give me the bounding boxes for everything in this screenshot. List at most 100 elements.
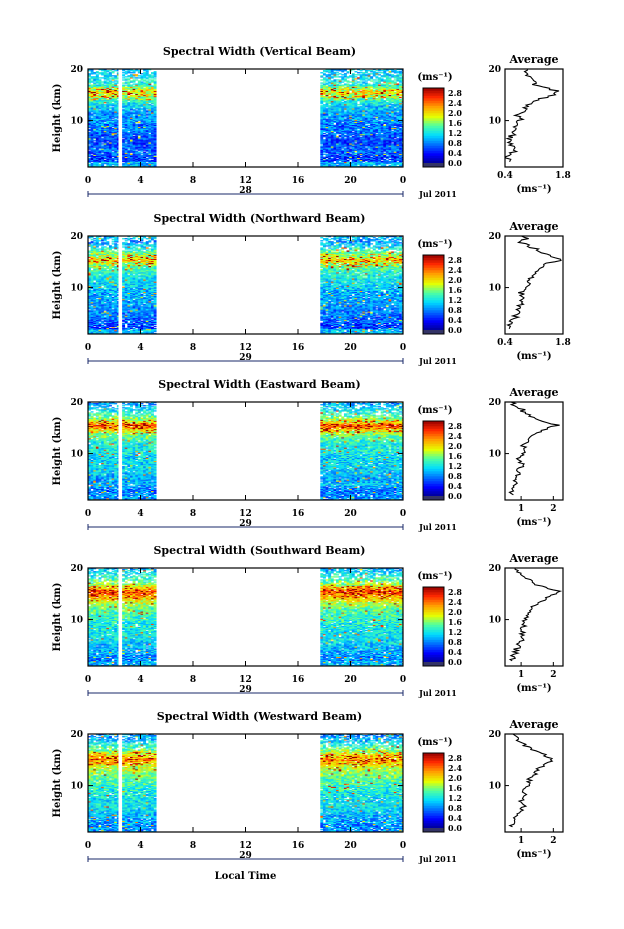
heatmap-cell bbox=[143, 113, 147, 115]
heatmap-cell bbox=[328, 147, 332, 149]
heatmap-cell bbox=[124, 89, 128, 91]
heatmap-cell bbox=[359, 159, 363, 162]
heatmap-cell bbox=[151, 96, 154, 99]
heatmap-cell bbox=[343, 123, 347, 125]
heatmap-cell bbox=[90, 106, 94, 108]
heatmap-cell bbox=[140, 143, 144, 145]
heatmap-cell bbox=[106, 111, 110, 113]
heatmap-cell bbox=[333, 135, 337, 137]
heatmap-cell bbox=[95, 102, 99, 104]
heatmap-cell bbox=[328, 87, 332, 89]
heatmap-cell bbox=[98, 153, 102, 155]
heatmap-cell bbox=[143, 110, 147, 112]
heatmap-cell bbox=[370, 80, 374, 82]
heatmap-cell bbox=[320, 137, 324, 139]
heatmap-cell bbox=[153, 111, 157, 113]
heatmap-cell bbox=[148, 157, 152, 160]
heatmap-cell bbox=[114, 130, 118, 133]
heatmap-cell bbox=[153, 147, 157, 149]
heatmap-cell bbox=[320, 140, 324, 142]
heatmap-cell bbox=[362, 120, 366, 122]
heatmap-cell bbox=[145, 139, 149, 141]
heatmap-cell bbox=[330, 142, 334, 144]
heatmap-cell bbox=[325, 156, 329, 159]
heatmap-cell bbox=[336, 117, 339, 119]
heatmap-cell bbox=[328, 140, 332, 142]
heatmap-cell bbox=[325, 113, 329, 115]
heatmap-cell bbox=[362, 143, 366, 145]
heatmap-cell bbox=[130, 158, 133, 161]
heatmap-cell bbox=[137, 149, 141, 151]
heatmap-cell bbox=[140, 99, 144, 102]
heatmap-cell bbox=[101, 138, 105, 140]
heatmap-cell bbox=[93, 140, 97, 142]
heatmap-cell bbox=[127, 135, 131, 137]
heatmap-cell bbox=[151, 93, 154, 96]
heatmap-cell bbox=[153, 109, 157, 111]
heatmap-cell bbox=[341, 140, 345, 142]
heatmap-cell bbox=[116, 138, 119, 140]
heatmap-cell bbox=[90, 92, 94, 95]
heatmap-cell bbox=[364, 124, 368, 127]
heatmap-cell bbox=[109, 88, 112, 90]
heatmap-cell bbox=[132, 72, 136, 74]
heatmap-cell bbox=[143, 156, 147, 159]
heatmap-cell bbox=[135, 155, 139, 157]
heatmap-cell bbox=[106, 119, 110, 121]
heatmap-cell bbox=[145, 107, 149, 109]
heatmap-cell bbox=[109, 152, 112, 154]
heatmap-cell bbox=[325, 89, 329, 91]
heatmap-cell bbox=[330, 99, 334, 102]
heatmap-cell bbox=[130, 147, 133, 149]
heatmap-cell bbox=[111, 151, 115, 153]
heatmap-cell bbox=[103, 74, 107, 76]
heatmap-cell bbox=[148, 95, 152, 98]
heatmap-cell bbox=[109, 82, 112, 84]
heatmap-cell bbox=[320, 88, 324, 90]
heatmap-cell bbox=[93, 135, 97, 137]
heatmap-cell bbox=[148, 105, 152, 107]
heatmap-cell bbox=[320, 117, 324, 119]
heatmap-cell bbox=[124, 158, 128, 161]
heatmap-cell bbox=[385, 155, 389, 157]
heatmap-cell bbox=[341, 138, 345, 140]
heatmap-cell bbox=[90, 149, 94, 151]
heatmap-cell bbox=[362, 138, 366, 140]
heatmap-cell bbox=[354, 116, 358, 118]
heatmap-cell bbox=[359, 79, 363, 81]
heatmap-cell bbox=[328, 99, 332, 102]
heatmap-cell bbox=[357, 110, 360, 112]
heatmap-cell bbox=[132, 154, 136, 156]
heatmap-cell bbox=[338, 94, 342, 97]
heatmap-cell bbox=[114, 142, 118, 144]
heatmap-cell bbox=[343, 159, 347, 162]
heatmap-cell bbox=[101, 107, 105, 109]
heatmap-cell bbox=[127, 131, 131, 134]
heatmap-cell bbox=[137, 148, 141, 150]
heatmap-cell bbox=[351, 108, 355, 110]
heatmap-cell bbox=[320, 90, 324, 92]
heatmap-cell bbox=[148, 139, 152, 141]
heatmap-cell bbox=[116, 139, 119, 141]
heatmap-cell bbox=[109, 135, 112, 137]
heatmap-cell bbox=[109, 76, 112, 78]
heatmap-cell bbox=[322, 90, 326, 92]
heatmap-cell bbox=[359, 125, 363, 128]
heatmap-cell bbox=[90, 100, 94, 103]
heatmap-cell bbox=[98, 97, 102, 100]
heatmap-cell bbox=[127, 116, 131, 118]
heatmap-cell bbox=[90, 129, 94, 132]
heatmap-cell bbox=[135, 147, 139, 149]
heatmap-cell bbox=[333, 119, 337, 121]
heatmap-cell bbox=[137, 102, 141, 104]
heatmap-cell bbox=[333, 148, 337, 150]
heatmap-cell bbox=[111, 103, 115, 105]
heatmap-cell bbox=[343, 109, 347, 111]
heatmap-cell bbox=[101, 143, 105, 145]
heatmap-cell bbox=[127, 152, 131, 154]
heatmap-cell bbox=[396, 83, 400, 85]
heatmap-cell bbox=[145, 127, 149, 130]
heatmap-cell bbox=[106, 124, 110, 127]
heatmap-cell bbox=[153, 152, 157, 154]
heatmap-cell bbox=[106, 82, 110, 84]
